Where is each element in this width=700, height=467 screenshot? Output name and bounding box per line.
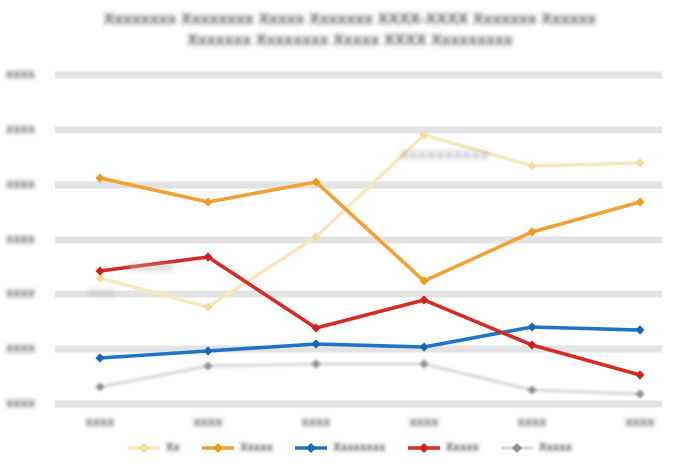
series-cream-line	[95, 130, 645, 312]
series-cream-marker	[95, 273, 105, 283]
series-red-marker	[203, 252, 213, 262]
gridline-band	[55, 290, 662, 298]
legend-entry-series-red: Xxxxx	[407, 442, 479, 454]
series-cream-legend-swatch-icon	[127, 443, 160, 453]
blurred-annotation: xxxx	[88, 285, 115, 299]
series-blue-marker	[419, 342, 429, 352]
x-axis-tick-label: xxxx	[193, 414, 223, 429]
series-orange-marker	[203, 197, 213, 207]
series-cream-legend-label: Xx	[165, 442, 180, 454]
gridline-band	[55, 400, 662, 408]
series-blue-legend-label: Xxxxxxxx	[333, 442, 386, 454]
series-blue-line	[95, 322, 645, 363]
series-gray-legend-swatch-icon	[500, 443, 533, 453]
series-red-legend-label: Xxxxx	[445, 442, 479, 454]
legend-entry-series-blue: Xxxxxxxx	[295, 442, 386, 454]
series-orange-legend-swatch-icon	[201, 443, 234, 453]
legend-entry-series-gray: Xxxxx	[500, 442, 573, 454]
series-orange-line	[95, 173, 645, 286]
series-blue-legend-swatch-icon	[295, 443, 328, 453]
series-red-polyline	[99, 255, 641, 377]
y-axis-tick-label: xxxx	[6, 176, 35, 191]
series-blue-marker	[311, 339, 321, 349]
series-gray-marker	[635, 389, 645, 399]
series-gray-legend-label: Xxxxx	[538, 442, 573, 454]
series-gray-line	[95, 359, 645, 399]
series-blue-polyline	[99, 325, 641, 360]
y-axis-tick-label: xxxx	[6, 285, 35, 300]
gridline-band	[55, 126, 662, 134]
series-gray-marker	[527, 385, 537, 395]
x-axis-tick-label: xxxx	[301, 414, 331, 429]
blurred-annotation: xxxxxxxxxx	[400, 146, 489, 163]
series-orange-marker	[635, 197, 645, 207]
y-axis-tick-label: xxxx	[6, 231, 35, 246]
series-orange-marker	[95, 173, 105, 183]
series-orange-marker	[419, 276, 429, 286]
series-red-marker	[635, 370, 645, 380]
gridline-band	[55, 345, 662, 353]
legend-entry-series-orange: Xxxxx	[201, 442, 274, 454]
series-blue-marker	[95, 353, 105, 363]
series-orange-legend-label: Xxxxx	[239, 442, 274, 454]
series-blue-marker	[527, 322, 537, 332]
series-red-marker	[527, 340, 537, 350]
legend-entry-series-cream: Xx	[127, 442, 180, 454]
legend: Xx Xxxxx Xxxxxxxx Xxxxx Xxxxx	[0, 438, 700, 458]
series-red-marker	[95, 266, 105, 276]
chart-title-line2: Xxxxxxx Xxxxxxxx Xxxxx XXXX Xxxxxxxxx	[187, 32, 513, 49]
x-axis-tick-label: xxxx	[85, 414, 115, 429]
series-orange-marker	[311, 177, 321, 187]
series-red-marker	[311, 323, 321, 333]
series-cream-marker	[311, 232, 321, 242]
x-axis-tick-label: xxxx	[409, 414, 439, 429]
y-axis-tick-label: xxxx	[6, 395, 35, 410]
series-red-line	[95, 252, 645, 380]
y-axis-tick-label: xxxx	[6, 340, 35, 355]
chart-title-line1: Xxxxxxxx Xxxxxxxx Xxxxx Xxxxxxx XXXX-XXX…	[103, 11, 597, 28]
series-gray-marker	[95, 382, 105, 392]
series-gray-marker	[203, 361, 213, 371]
gridline-band	[55, 181, 662, 189]
y-axis-tick-label: xxxx	[6, 121, 35, 136]
series-cream-marker	[635, 158, 645, 168]
series-cream-marker	[203, 302, 213, 312]
series-orange-marker	[527, 227, 537, 237]
x-axis-tick-label: xxxx	[625, 414, 655, 429]
series-cream-marker	[527, 161, 537, 171]
series-cream-marker	[419, 130, 429, 140]
gridline-band	[55, 71, 662, 79]
y-axis-tick-label: xxxx	[6, 66, 35, 81]
blurred-annotation: xxxxxx	[130, 259, 174, 274]
gridline-band	[55, 236, 662, 244]
series-cream-polyline	[99, 133, 641, 309]
series-orange-polyline	[99, 176, 641, 283]
series-red-marker	[419, 295, 429, 305]
series-gray-polyline	[99, 362, 641, 396]
series-red-legend-swatch-icon	[407, 443, 440, 453]
x-axis-tick-label: xxxx	[517, 414, 547, 429]
series-blue-marker	[635, 325, 645, 335]
series-blue-marker	[203, 346, 213, 356]
chart-title: Xxxxxxxx Xxxxxxxx Xxxxx Xxxxxxx XXXX-XXX…	[0, 9, 700, 51]
series-gray-marker	[311, 359, 321, 369]
series-gray-marker	[419, 359, 429, 369]
